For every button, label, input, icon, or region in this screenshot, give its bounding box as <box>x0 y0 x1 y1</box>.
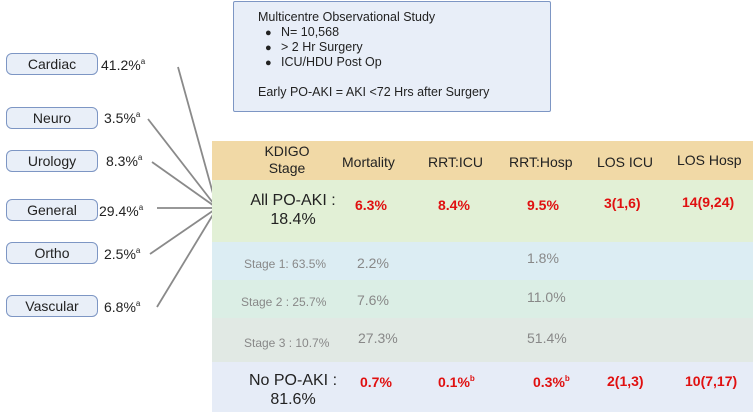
specialty-general-pct: 29.4%a <box>99 203 144 219</box>
all-po-aki-rrt-hosp: 9.5% <box>527 197 559 213</box>
header-los-icu: LOS ICU <box>597 154 654 170</box>
stage-1-label: Stage 1: 63.5% <box>244 257 327 271</box>
all-po-aki-rrt-icu: 8.4% <box>438 197 470 213</box>
study-bullet-icu: ICU/HDU Post Op <box>281 55 382 69</box>
all-po-aki-mortality: 6.3% <box>355 197 387 213</box>
stage-1-band <box>212 242 753 280</box>
stage-3-band <box>212 318 753 362</box>
connector-ortho <box>149 207 218 255</box>
no-po-aki-los-icu: 2(1,3) <box>607 373 644 389</box>
all-po-aki-band <box>212 180 753 242</box>
specialty-urology-pct: 8.3%a <box>106 153 143 169</box>
stage-1-rrt-hosp: 1.8% <box>527 250 559 266</box>
header-band <box>212 141 753 180</box>
no-po-aki-rrt-icu: 0.1%b <box>438 374 475 390</box>
no-po-aki-rrt-hosp: 0.3%b <box>533 374 570 390</box>
stage-3-mortality: 27.3% <box>358 330 398 346</box>
study-info-box: Multicentre Observational Study ● N= 10,… <box>233 1 551 112</box>
header-rrt-icu: RRT:ICU <box>428 154 483 170</box>
specialty-neuro: Neuro <box>6 107 98 129</box>
specialty-ortho-pct: 2.5%a <box>104 246 141 262</box>
connector-cardiac <box>177 66 218 209</box>
bullet-icon: ● <box>265 42 272 54</box>
all-po-aki-los-hosp: 14(9,24) <box>682 194 735 210</box>
specialty-neuro-pct: 3.5%a <box>104 110 141 126</box>
stage-2-rrt-hosp: 11.0% <box>527 289 566 305</box>
no-po-aki-los-hosp: 10(7,17) <box>685 373 738 389</box>
connector-neuro <box>147 118 218 209</box>
connector-vascular <box>156 207 218 308</box>
study-bullet-duration: > 2 Hr Surgery <box>281 40 363 54</box>
stage-2-mortality: 7.6% <box>357 292 389 308</box>
header-los-hosp: LOS Hosp <box>677 152 742 168</box>
connector-urology <box>151 161 218 209</box>
specialty-general: General <box>6 199 98 221</box>
aki-definition: Early PO-AKI = AKI <72 Hrs after Surgery <box>258 85 490 99</box>
stage-3-label: Stage 3 : 10.7% <box>244 336 330 350</box>
no-po-aki-mortality: 0.7% <box>360 374 392 390</box>
no-po-aki-label: No PO-AKI : 81.6% <box>248 372 338 408</box>
header-mortality: Mortality <box>342 154 395 170</box>
stage-3-rrt-hosp: 51.4% <box>527 330 567 346</box>
study-title: Multicentre Observational Study <box>258 10 436 24</box>
no-po-aki-band <box>212 362 753 412</box>
header-rrt-hosp: RRT:Hosp <box>509 154 573 170</box>
bullet-icon: ● <box>265 57 272 69</box>
specialty-vascular: Vascular <box>6 295 98 317</box>
specialty-vascular-pct: 6.8%a <box>104 299 141 315</box>
specialty-cardiac-pct: 41.2%a <box>101 57 146 73</box>
bullet-icon: ● <box>265 27 272 39</box>
all-po-aki-label: All PO-AKI : 18.4% <box>250 192 336 228</box>
specialty-urology: Urology <box>6 150 98 172</box>
specialty-ortho: Ortho <box>6 242 98 264</box>
stage-1-mortality: 2.2% <box>357 255 389 271</box>
stage-2-label: Stage 2 : 25.7% <box>241 295 327 309</box>
specialty-cardiac: Cardiac <box>6 53 98 75</box>
stage-2-band <box>212 280 753 318</box>
all-po-aki-los-icu: 3(1,6) <box>604 195 641 211</box>
study-bullet-n: N= 10,568 <box>281 25 340 39</box>
header-stage: KDIGO Stage <box>264 143 310 176</box>
